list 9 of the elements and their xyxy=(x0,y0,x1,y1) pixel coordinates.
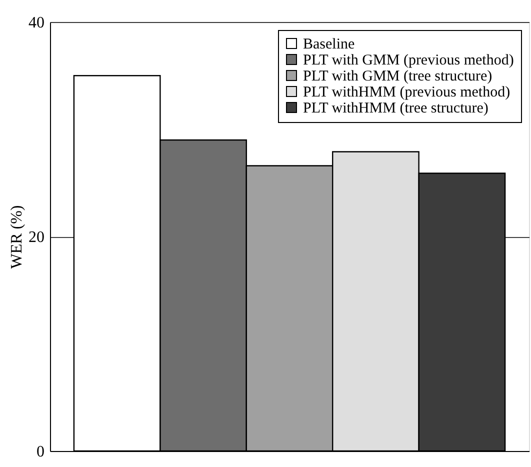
legend-label: PLT withHMM (tree structure) xyxy=(303,100,488,116)
y-tick-label: 40 xyxy=(28,14,44,32)
y-tick-label: 20 xyxy=(28,229,44,246)
legend-label: PLT with GMM (previous method) xyxy=(303,52,514,68)
legend-label: PLT withHMM (previous method) xyxy=(303,84,510,100)
legend-label: Baseline xyxy=(303,36,355,52)
legend-label: PLT with GMM (tree structure) xyxy=(303,68,492,84)
y-axis-title: WER (%) xyxy=(8,205,26,269)
y-tick-label: 0 xyxy=(36,444,44,460)
